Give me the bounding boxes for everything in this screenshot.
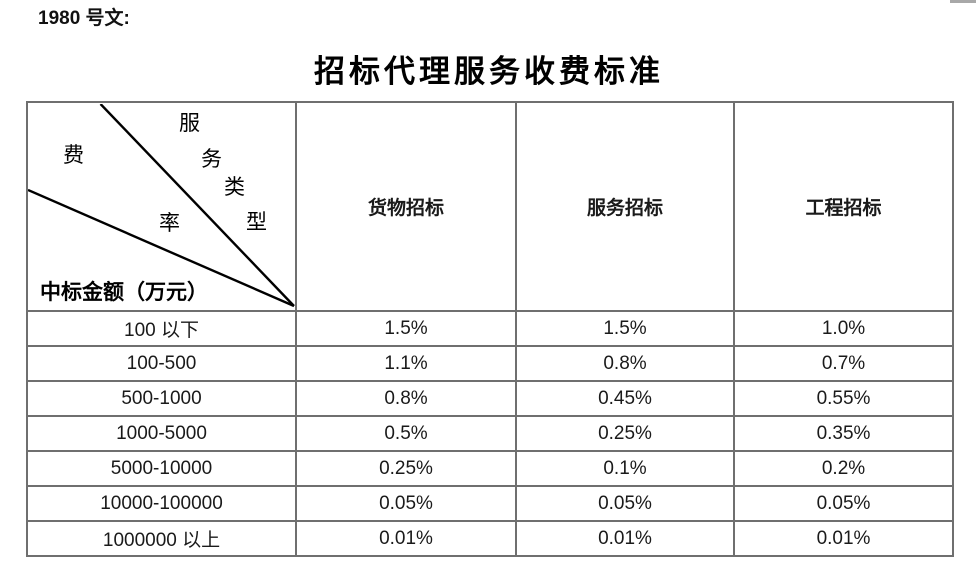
rate-cell: 0.55% [733, 380, 954, 417]
fee-standard-table: 费 服 务 类 型 率 中标金额（万元） 货物招标 服务招标 工程招标 100 … [26, 101, 954, 557]
rate-cell: 1.5% [515, 310, 735, 347]
rate-cell: 0.2% [733, 450, 954, 487]
corner-row-axis-label: 中标金额（万元） [40, 280, 208, 304]
page-title: 招标代理服务收费标准 [314, 54, 664, 89]
rate-cell: 1.0% [733, 310, 954, 347]
column-header-goods: 货物招标 [295, 101, 517, 312]
rate-cell: 0.25% [295, 450, 517, 487]
corner-service-type-char: 服 [179, 111, 200, 135]
table-row: 10000-100000 0.05% 0.05% 0.05% [26, 485, 954, 522]
amount-range-cell: 100-500 [26, 345, 297, 382]
rate-cell: 1.1% [295, 345, 517, 382]
rate-cell: 0.01% [733, 520, 954, 557]
corner-rate-axis-label: 率 [159, 211, 180, 235]
rate-cell: 0.35% [733, 415, 954, 452]
rate-cell: 0.05% [515, 485, 735, 522]
corner-service-type-char: 务 [201, 147, 222, 171]
corner-service-type-char: 类 [224, 175, 245, 199]
rate-cell: 0.05% [733, 485, 954, 522]
table-header-row: 费 服 务 类 型 率 中标金额（万元） 货物招标 服务招标 工程招标 [26, 101, 954, 312]
rate-cell: 0.5% [295, 415, 517, 452]
amount-range-cell: 500-1000 [26, 380, 297, 417]
column-header-engineering: 工程招标 [733, 101, 954, 312]
window-edge-artifact [950, 0, 976, 3]
doc-ref-label: 1980 号文: [38, 8, 130, 29]
table-row: 1000-5000 0.5% 0.25% 0.35% [26, 415, 954, 452]
rate-cell: 0.7% [733, 345, 954, 382]
table-row: 1000000 以上 0.01% 0.01% 0.01% [26, 520, 954, 557]
rate-cell: 0.01% [515, 520, 735, 557]
rate-cell: 0.1% [515, 450, 735, 487]
column-header-service: 服务招标 [515, 101, 735, 312]
amount-range-cell: 1000-5000 [26, 415, 297, 452]
table-row: 100 以下 1.5% 1.5% 1.0% [26, 310, 954, 347]
corner-cell-inner: 费 服 务 类 型 率 中标金额（万元） [28, 104, 295, 309]
amount-range-cell: 5000-10000 [26, 450, 297, 487]
rate-cell: 1.5% [295, 310, 517, 347]
rate-cell: 0.8% [515, 345, 735, 382]
diagonal-split-lines [28, 104, 295, 308]
rate-cell: 0.45% [515, 380, 735, 417]
corner-service-type-char: 型 [246, 210, 267, 234]
rate-cell: 0.8% [295, 380, 517, 417]
rate-cell: 0.01% [295, 520, 517, 557]
rate-cell: 0.05% [295, 485, 517, 522]
table-corner-cell: 费 服 务 类 型 率 中标金额（万元） [26, 101, 297, 312]
corner-fee-axis-label: 费 [63, 143, 84, 167]
rate-cell: 0.25% [515, 415, 735, 452]
amount-range-cell: 10000-100000 [26, 485, 297, 522]
amount-range-cell: 100 以下 [26, 310, 297, 347]
table-row: 5000-10000 0.25% 0.1% 0.2% [26, 450, 954, 487]
table-row: 500-1000 0.8% 0.45% 0.55% [26, 380, 954, 417]
amount-range-cell: 1000000 以上 [26, 520, 297, 557]
table-row: 100-500 1.1% 0.8% 0.7% [26, 345, 954, 382]
